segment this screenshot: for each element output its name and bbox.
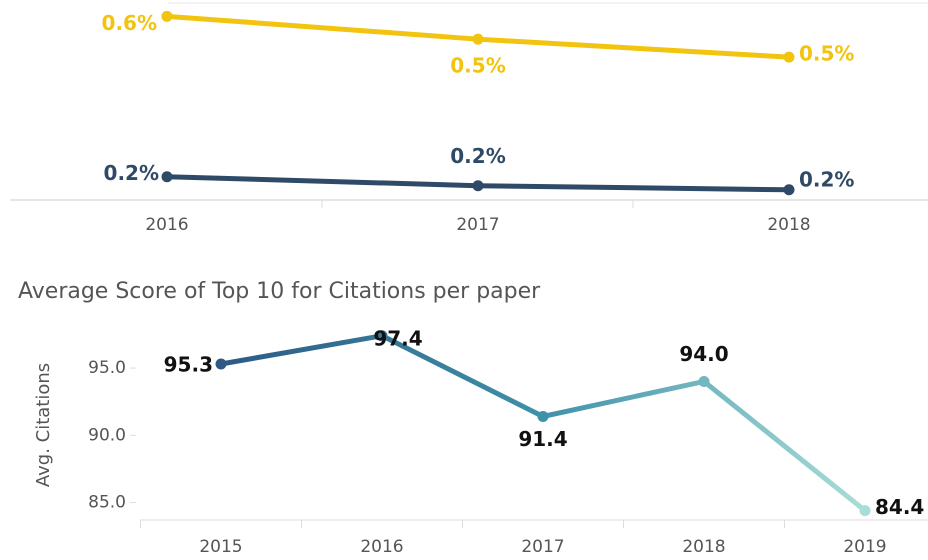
data-label: 91.4 bbox=[518, 427, 567, 451]
point bbox=[859, 505, 871, 517]
y-tick-label: 90.0 bbox=[88, 425, 126, 445]
x-tick-label: 2017 bbox=[456, 215, 499, 235]
data-label: 0.5% bbox=[799, 42, 854, 66]
y-axis-label: Avg. Citations bbox=[33, 363, 54, 487]
point bbox=[783, 51, 795, 63]
data-label: 0.2% bbox=[104, 161, 159, 185]
point bbox=[537, 410, 549, 422]
x-tick-label: 2018 bbox=[682, 537, 725, 557]
data-label: 0.2% bbox=[450, 144, 505, 168]
data-label: 95.3 bbox=[164, 353, 213, 377]
x-tick-label: 2019 bbox=[843, 537, 886, 557]
chart-title: Average Score of Top 10 for Citations pe… bbox=[18, 279, 541, 304]
x-tick-label: 2018 bbox=[767, 215, 810, 235]
data-label: 0.6% bbox=[102, 11, 157, 35]
point bbox=[215, 358, 227, 370]
point bbox=[783, 184, 795, 196]
point bbox=[161, 10, 173, 22]
data-label: 94.0 bbox=[679, 342, 728, 366]
y-tick-label: 85.0 bbox=[88, 493, 126, 513]
data-label: 0.5% bbox=[450, 54, 505, 78]
y-tick-label: 95.0 bbox=[88, 358, 126, 378]
data-label: 0.2% bbox=[799, 167, 854, 191]
point bbox=[161, 171, 173, 183]
x-tick-label: 2016 bbox=[360, 537, 403, 557]
x-tick-label: 2017 bbox=[521, 537, 564, 557]
line bbox=[218, 333, 868, 514]
point bbox=[698, 375, 710, 387]
x-tick-label: 2016 bbox=[145, 215, 188, 235]
point bbox=[472, 33, 484, 45]
x-tick-label: 2015 bbox=[199, 537, 242, 557]
data-label: 84.4 bbox=[875, 495, 924, 519]
point bbox=[376, 330, 388, 342]
point bbox=[472, 180, 484, 192]
data-label: 97.4 bbox=[373, 326, 422, 350]
